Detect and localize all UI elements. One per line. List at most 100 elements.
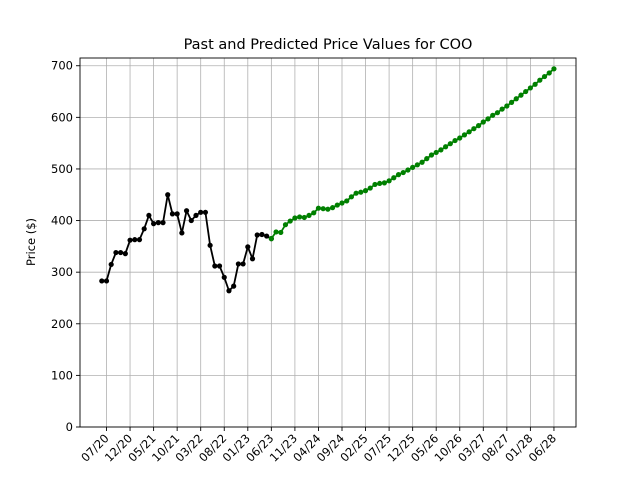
series-1-point — [315, 205, 322, 211]
series-layer — [99, 66, 557, 294]
series-1-point — [466, 129, 472, 135]
series-0-point — [103, 278, 110, 284]
series-1-point — [334, 202, 340, 208]
y-tick-label: 500 — [51, 162, 73, 176]
y-axis-label: Price ($) — [24, 218, 38, 266]
series-1-point — [424, 156, 430, 162]
series-1-point — [518, 92, 524, 98]
series-0-point — [183, 208, 190, 214]
series-1-point — [461, 132, 468, 138]
series-1-point — [475, 123, 482, 129]
series-1-point — [546, 70, 552, 76]
series-1-point — [513, 96, 519, 102]
y-tick-label: 700 — [51, 59, 73, 73]
series-0-point — [212, 263, 218, 269]
series-1-point — [551, 66, 557, 72]
x-tick-label: 06/28 — [526, 431, 559, 464]
series-1-point — [306, 212, 312, 219]
series-0-point — [235, 261, 241, 267]
series-0-point — [127, 237, 133, 243]
grid — [80, 58, 576, 428]
series-1-point — [532, 81, 538, 87]
chart-title: Past and Predicted Price Values for COO — [184, 37, 473, 53]
series-1-point — [541, 73, 548, 80]
series-0-point — [136, 237, 143, 243]
series-1-point — [353, 190, 359, 196]
series-1-point — [344, 198, 350, 204]
series-0-point — [240, 261, 246, 267]
series-1-point — [504, 103, 510, 109]
series-0-point — [264, 233, 270, 239]
series-1-point — [410, 164, 416, 171]
series-1-point — [499, 106, 505, 112]
series-1-point — [443, 144, 449, 150]
series-1-point — [428, 152, 435, 158]
series-0-point — [132, 237, 138, 243]
series-0-point — [216, 263, 223, 269]
series-0-point — [249, 256, 256, 262]
y-tick-label: 600 — [51, 110, 73, 124]
series-1-point — [362, 188, 369, 194]
series-1-point — [339, 200, 345, 206]
series-0-point — [179, 230, 185, 236]
series-0-point — [231, 283, 237, 289]
series-1-point — [480, 119, 486, 125]
series-0-point — [146, 212, 152, 219]
series-0-point — [174, 211, 180, 217]
series-0-point — [141, 226, 147, 232]
series-0-point — [259, 231, 265, 238]
series-0-point — [165, 192, 171, 198]
series-1-point — [433, 149, 439, 156]
y-tick-label: 300 — [51, 265, 73, 279]
series-1-point — [438, 147, 444, 153]
series-1-point — [329, 205, 336, 211]
series-0-point — [207, 242, 213, 248]
series-1-point — [348, 194, 355, 200]
series-1-point — [278, 229, 284, 236]
series-1-point — [405, 167, 411, 173]
series-0-point — [254, 232, 260, 238]
series-1-point — [372, 181, 378, 188]
series-0-point — [188, 217, 194, 224]
series-1-point — [311, 210, 317, 216]
series-1-point — [386, 178, 392, 184]
series-0-point — [122, 251, 128, 257]
series-1-point — [320, 206, 326, 212]
series-1-point — [301, 214, 307, 221]
series-1-point — [381, 180, 387, 186]
series-1-point — [268, 236, 274, 242]
series-0-point — [169, 211, 176, 217]
series-1-point — [447, 141, 453, 147]
series-1-point — [485, 116, 491, 122]
series-1-point — [391, 175, 397, 181]
series-1-point — [287, 218, 293, 224]
series-1-point — [419, 159, 425, 165]
series-1-point — [282, 222, 289, 228]
series-1-point — [395, 172, 402, 178]
series-0-point — [160, 220, 166, 226]
y-tick-label: 100 — [51, 368, 73, 382]
series-0-point — [108, 261, 114, 268]
series-0-point — [202, 209, 209, 215]
series-0-point — [151, 221, 157, 227]
series-1-point — [537, 77, 543, 83]
series-0-point — [118, 249, 124, 256]
series-0-point — [221, 274, 227, 280]
series-1-point — [523, 88, 529, 95]
series-1-point — [297, 214, 303, 220]
series-1-point — [325, 206, 331, 212]
series-1-point — [471, 126, 477, 132]
series-1-point — [490, 112, 496, 118]
series-1-point — [494, 110, 501, 116]
series-1-point — [292, 215, 298, 221]
series-1-point — [414, 162, 420, 168]
y-tick-label: 400 — [51, 214, 73, 228]
y-tick-label: 200 — [51, 317, 73, 331]
series-1-point — [508, 99, 515, 105]
series-1-point — [367, 185, 373, 191]
series-0-point — [226, 288, 232, 294]
series-1-point — [452, 137, 458, 144]
series-0-point — [155, 220, 161, 226]
